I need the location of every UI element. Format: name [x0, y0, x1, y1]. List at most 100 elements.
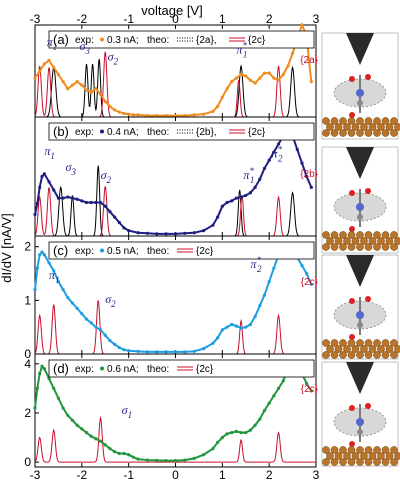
exp-data-point: [131, 455, 135, 459]
exp-data-point: [225, 87, 229, 91]
peak-annotation: π* 2: [272, 145, 284, 164]
exp-data-point: [267, 71, 271, 75]
exp-data-point: [145, 231, 149, 235]
exp-data-point: [84, 200, 89, 205]
legend-box: [48, 241, 315, 260]
exp-data-point: [164, 459, 168, 463]
exp-data-point: [281, 379, 285, 383]
exp-data-point: [38, 253, 42, 257]
x-tick-label-bottom: -3: [30, 468, 41, 480]
exp-data-point: [122, 111, 126, 116]
exp-data-point: [108, 210, 112, 214]
theo-series-b-line: [34, 186, 316, 237]
exp-data-point: [136, 349, 140, 353]
exp-data-point: [33, 76, 37, 80]
oxygen-atom: [349, 190, 355, 196]
surface-atom: [326, 237, 334, 245]
carbon-atom: [357, 214, 363, 220]
exp-data-point: [248, 78, 253, 82]
y-tick-label: 4: [24, 357, 31, 371]
exp-data-point: [47, 261, 51, 265]
y-tick-label: 0: [24, 347, 31, 361]
surface-atom: [356, 446, 364, 454]
exp-data-point: [131, 113, 135, 117]
carbon-atom: [357, 429, 363, 435]
exp-data-point: [239, 431, 243, 435]
theo-series-a-line: [35, 58, 316, 118]
peak-annotation: π* 2: [250, 255, 262, 274]
panel-d: 0 2 4 (d) exp: 0.6 nA; theo: {2c} σ1: [24, 353, 317, 469]
surface-atom: [330, 339, 339, 347]
exp-data-point: [220, 95, 224, 99]
exp-data-point: [183, 231, 187, 235]
exp-data-point: [89, 434, 93, 438]
surface-atom: [351, 237, 360, 245]
surface-atom: [322, 446, 330, 454]
legend-theo-b-label: {2c}: [248, 35, 266, 46]
exp-data-point: [216, 440, 220, 445]
legend-theo-label: theo:: [147, 364, 169, 375]
exp-data-point: [258, 304, 262, 308]
exp-data-point: [253, 185, 257, 189]
surface-atom: [364, 351, 373, 359]
surface-atom: [373, 339, 381, 347]
legend-theo-label: theo:: [147, 127, 169, 138]
surface-atom: [381, 458, 390, 466]
exp-data-point: [258, 417, 262, 421]
exp-data-point: [103, 99, 107, 104]
oxygen-atom: [349, 76, 355, 82]
exp-data-point: [89, 90, 93, 94]
exp-data-point: [276, 142, 281, 146]
surface-atom: [339, 129, 347, 137]
x-tick-label-top: 1: [219, 12, 226, 26]
exp-data-point: [75, 423, 79, 427]
exp-data-point: [42, 367, 46, 371]
surface-atom: [364, 231, 373, 239]
exp-data-point: [192, 456, 196, 461]
exp-data-point: [94, 437, 98, 441]
exp-data-point: [290, 51, 295, 55]
surface-atom: [330, 129, 339, 137]
exp-data-point: [52, 386, 56, 390]
surface-atom: [347, 458, 356, 466]
oxygen-atom: [349, 405, 355, 411]
exp-data-point: [192, 349, 196, 353]
surface-atom: [339, 117, 347, 125]
surface-atom: [373, 243, 381, 251]
surface-atom: [347, 351, 356, 359]
legend-theo-a-label: {2b},: [196, 127, 217, 138]
exp-data-point: [253, 423, 257, 427]
peak-annotation: σ3: [79, 39, 90, 56]
surface-atom: [360, 345, 368, 353]
surface-atom: [322, 129, 330, 137]
exp-data-point: [155, 113, 159, 118]
surface-atom: [364, 339, 373, 347]
surface-atom: [394, 123, 400, 131]
exp-data-point: [84, 317, 89, 321]
exp-data-point: [103, 204, 107, 208]
y-tick-label: 1: [24, 293, 31, 307]
surface-atom: [381, 129, 390, 137]
exp-data-point: [309, 389, 313, 393]
exp-data-point: [40, 250, 44, 254]
exp-data-point: [155, 458, 159, 462]
peak-annotation: π* 1: [236, 40, 247, 59]
exp-data-point: [117, 110, 121, 114]
exp-data-point: [113, 108, 117, 112]
exp-data-point: [220, 328, 224, 332]
surface-atom: [334, 123, 343, 131]
legend-theo-b-label: {2c}: [248, 127, 266, 138]
legend-exp-label: exp:: [75, 127, 94, 138]
exp-data-point: [89, 200, 93, 205]
peak-annotation: π1: [44, 144, 55, 161]
x-tick-label-top: -2: [76, 12, 87, 26]
surface-atom: [330, 446, 339, 454]
surface-atom: [381, 243, 390, 251]
peak-annotation: π1: [49, 268, 60, 285]
legend-exp-marker: [100, 129, 104, 134]
exp-data-point: [309, 282, 313, 286]
exp-data-point: [127, 453, 131, 457]
exp-data-point: [202, 453, 206, 457]
exp-data-point: [173, 232, 178, 236]
